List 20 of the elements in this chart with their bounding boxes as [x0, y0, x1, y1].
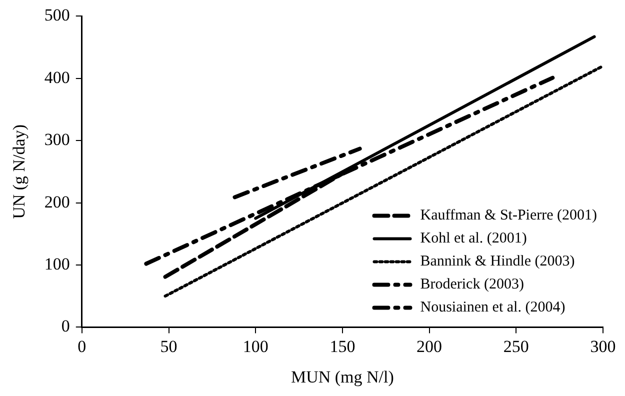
x-tick-label: 150 [330, 336, 356, 356]
legend-label: Bannink & Hindle (2003) [420, 254, 575, 270]
y-tick-label: 100 [44, 254, 70, 274]
x-axis-title: MUN (mg N/l) [290, 367, 394, 386]
x-tick-label: 200 [416, 336, 442, 356]
legend-label: Kauffman & St-Pierre (2001) [420, 208, 598, 224]
y-tick-label: 300 [44, 130, 70, 150]
y-tick-label: 400 [44, 68, 70, 87]
y-tick-label: 0 [61, 316, 70, 336]
x-tick-label: 100 [242, 336, 268, 356]
x-tick-label: 250 [503, 336, 529, 356]
y-tick-label: 200 [44, 192, 70, 212]
legend-label: Broderick (2003) [420, 276, 524, 293]
legend-label: Nousiainen et al. (2004) [420, 300, 566, 316]
y-tick-label: 500 [44, 6, 70, 25]
x-tick-label: 50 [160, 336, 178, 356]
legend-label: Kohl et al. (2001) [420, 230, 527, 247]
x-tick-label: 300 [590, 336, 616, 356]
y-axis-title: UN (g N/day) [10, 124, 29, 219]
x-tick-label: 0 [78, 336, 86, 356]
